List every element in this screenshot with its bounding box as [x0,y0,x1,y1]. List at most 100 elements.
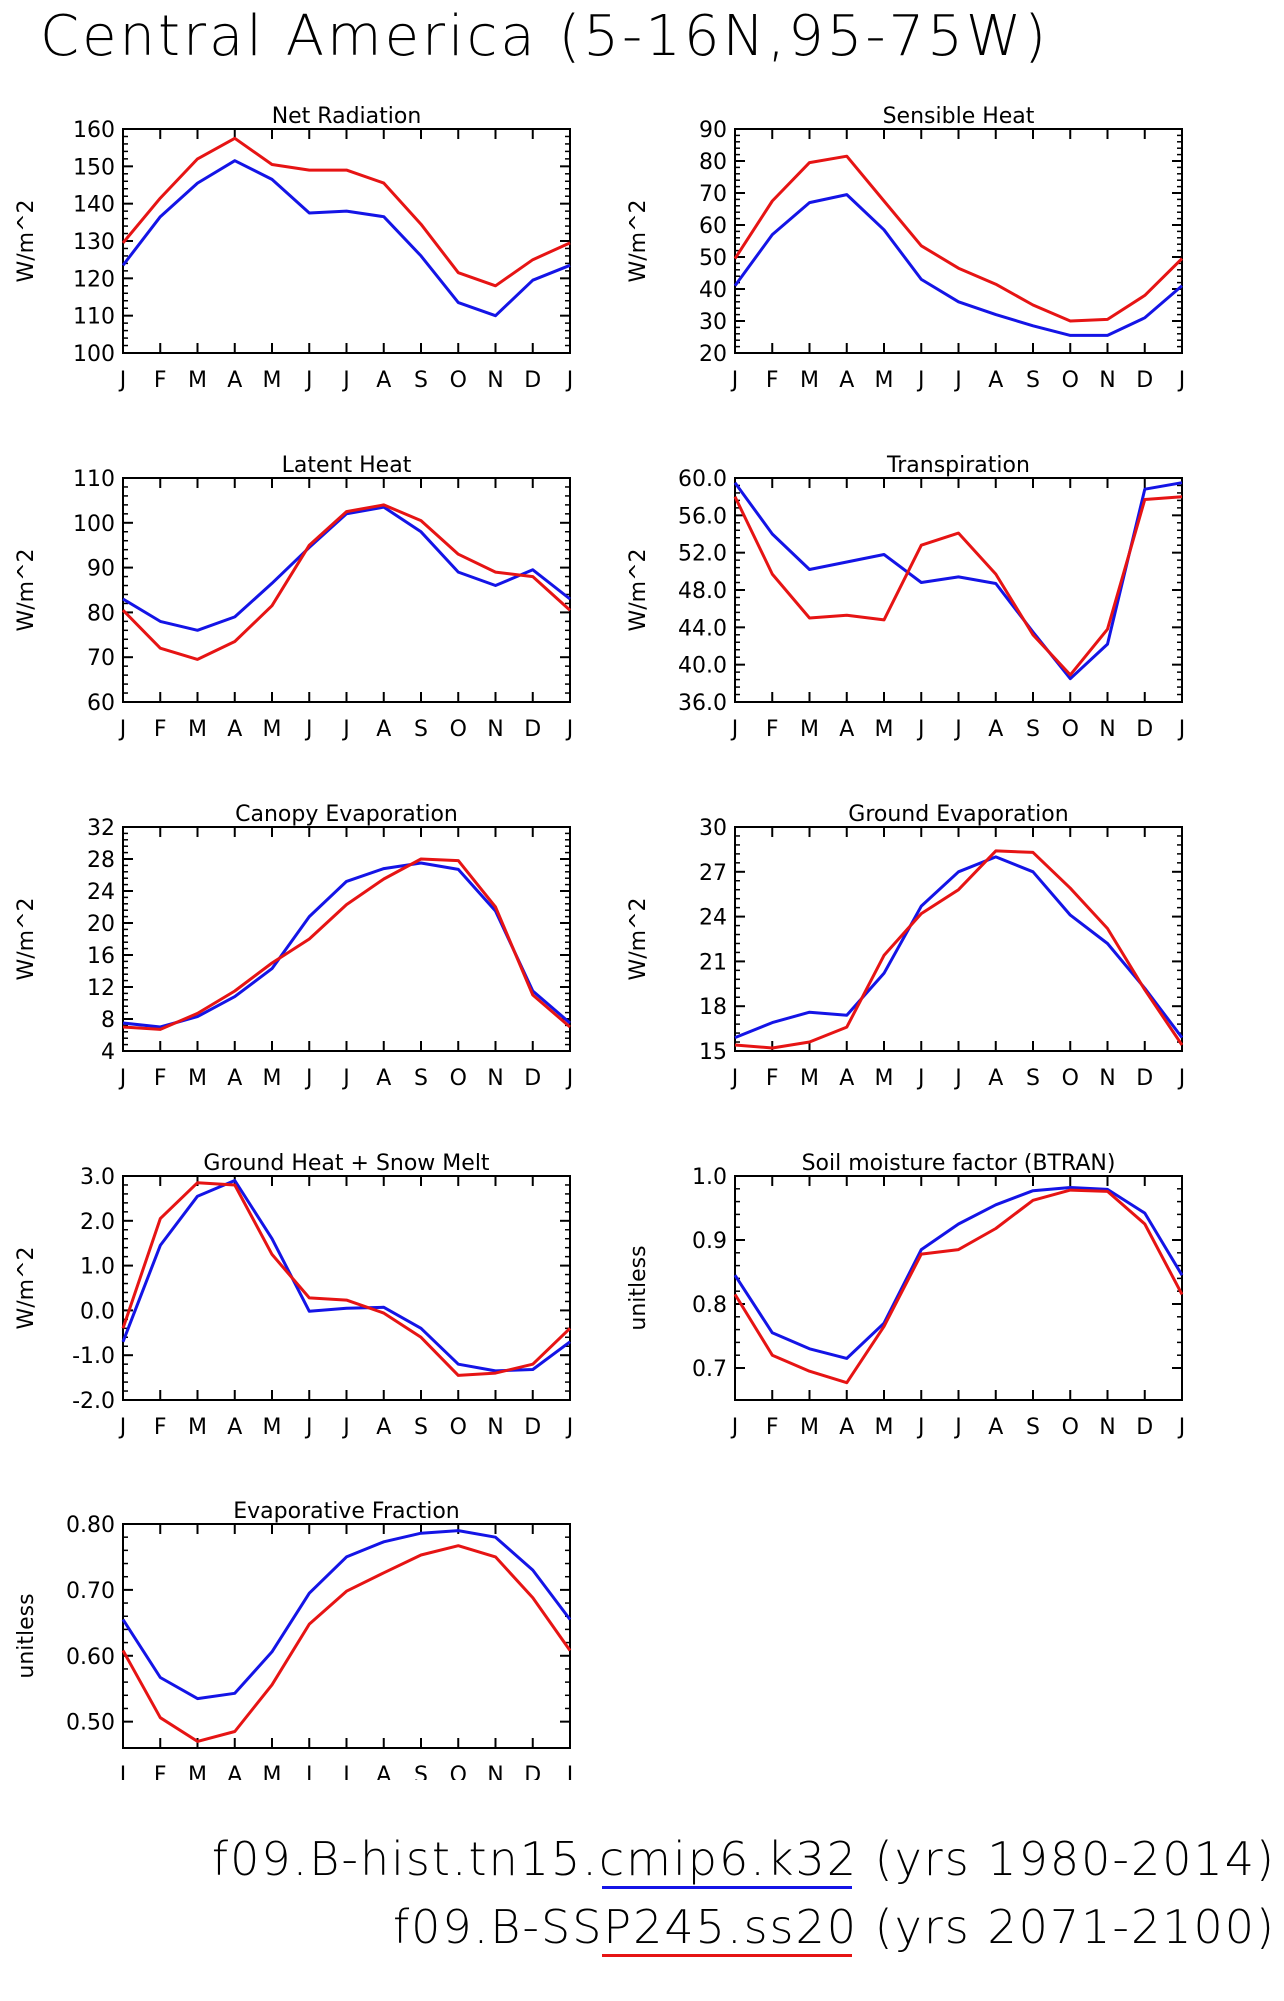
y-axis-label: W/m^2 [626,199,651,282]
x-tick-label: O [1062,717,1079,742]
x-tick-label: J [916,717,925,742]
y-axis-label: W/m^2 [626,897,651,980]
x-tick-label: A [839,1066,854,1091]
y-tick-label: 100 [73,342,115,367]
x-tick-label: M [800,1415,819,1440]
y-tick-label: -1.0 [72,1344,115,1369]
x-tick-label: O [450,1066,467,1091]
legend-swatch-2 [602,1954,852,1957]
series-line-2 [121,136,571,288]
legend-label-1: f09.B-hist.tn15.cmip6.k32 (yrs 1980-2014… [211,1832,1276,1886]
x-tick-label: J [565,1066,574,1091]
chart-title: Ground Heat + Snow Melt [203,1151,490,1176]
x-tick-label: F [766,368,779,393]
x-tick-label: O [1062,368,1079,393]
x-tick-label: J [953,368,962,393]
x-tick-label: F [766,1415,779,1440]
chart-4: Transpiration W/m^2 36.0 40.0 44.0 48.0 52.0 56… [626,453,1185,742]
charts-panel: Net Radiation W/m^2 100 110 120 130 140 150 160 J… [14,104,1185,1780]
x-tick-label: A [988,1415,1003,1440]
y-tick-label: 150 [73,155,115,180]
x-tick-label: F [154,1066,167,1091]
x-tick-label: N [487,1415,503,1440]
x-tick-label: J [953,717,962,742]
series-line-2 [733,1188,1184,1385]
x-tick-label: A [227,1763,242,1780]
x-tick-label: M [263,368,282,393]
x-tick-label: A [227,1066,242,1091]
x-tick-label: A [376,1763,391,1780]
x-tick-label: J [341,368,350,393]
x-tick-label: N [487,1066,503,1091]
y-tick-label: 0.7 [692,1357,727,1382]
x-tick-label: O [450,1415,467,1440]
x-tick-label: O [450,717,467,742]
y-tick-label: 110 [73,467,115,492]
y-tick-label: 50 [699,246,727,271]
y-tick-label: 80 [699,150,727,175]
x-tick-label: M [875,717,894,742]
legend-entry-2: f09.B-SSP245.ss20 (yrs 2071-2100) [393,1898,1276,1956]
chart-8: Soil moisture factor (BTRAN) unitless 0.7 0… [626,1151,1185,1440]
x-tick-label: J [118,717,127,742]
y-tick-label: 24 [699,906,727,931]
plot-frame [734,477,1183,703]
x-tick-label: N [487,368,503,393]
y-tick-label: 60 [87,691,115,716]
y-tick-label: 12 [87,976,115,1001]
x-tick-label: A [376,717,391,742]
chart-title: Ground Evaporation [848,802,1068,827]
x-tick-label: A [988,368,1003,393]
y-axis-label: unitless [626,1245,651,1330]
x-tick-label: A [988,717,1003,742]
y-tick-label: 4 [101,1040,115,1065]
x-tick-label: J [304,368,313,393]
x-tick-label: A [839,717,854,742]
y-tick-label: 90 [87,557,115,582]
x-tick-label: A [376,1415,391,1440]
x-tick-label: J [916,1066,925,1091]
x-tick-label: N [1099,717,1115,742]
y-tick-label: 70 [699,182,727,207]
x-tick-label: M [188,1763,207,1780]
series-line-1 [121,1179,571,1373]
x-tick-label: D [524,1066,541,1091]
x-tick-label: A [227,1415,242,1440]
x-tick-label: M [188,717,207,742]
x-tick-label: O [450,1763,467,1780]
x-tick-label: M [800,1066,819,1091]
x-tick-label: N [487,717,503,742]
x-tick-label: J [341,717,350,742]
y-tick-label: 0.9 [692,1229,727,1254]
y-tick-label: 40.0 [678,654,727,679]
y-tick-label: 80 [87,601,115,626]
x-tick-label: S [414,1763,428,1780]
x-tick-label: F [154,717,167,742]
y-tick-label: 20 [699,342,727,367]
y-tick-label: 1.0 [80,1255,115,1280]
x-tick-label: S [1026,368,1040,393]
x-tick-label: A [227,368,242,393]
series-line-1 [733,193,1183,337]
y-tick-label: 100 [73,512,115,537]
x-tick-label: J [953,1415,962,1440]
x-tick-label: F [154,368,167,393]
x-tick-label: M [263,1415,282,1440]
y-tick-label: 40 [699,278,727,303]
y-tick-label: 2.0 [80,1210,115,1235]
series-line-1 [733,481,1183,681]
x-tick-label: F [766,717,779,742]
x-tick-label: J [565,1763,574,1780]
x-tick-label: J [118,368,127,393]
y-tick-label: 1.0 [692,1165,727,1190]
x-tick-label: S [414,368,428,393]
x-tick-label: J [730,1066,739,1091]
y-tick-label: 20 [87,912,115,937]
series-line-2 [121,1181,572,1377]
y-tick-label: 0.8 [692,1293,727,1318]
legend-swatch-1 [602,1886,852,1889]
chart-9: Evaporative Fraction unitless 0.50 0.60 0.70… [14,1499,573,1780]
